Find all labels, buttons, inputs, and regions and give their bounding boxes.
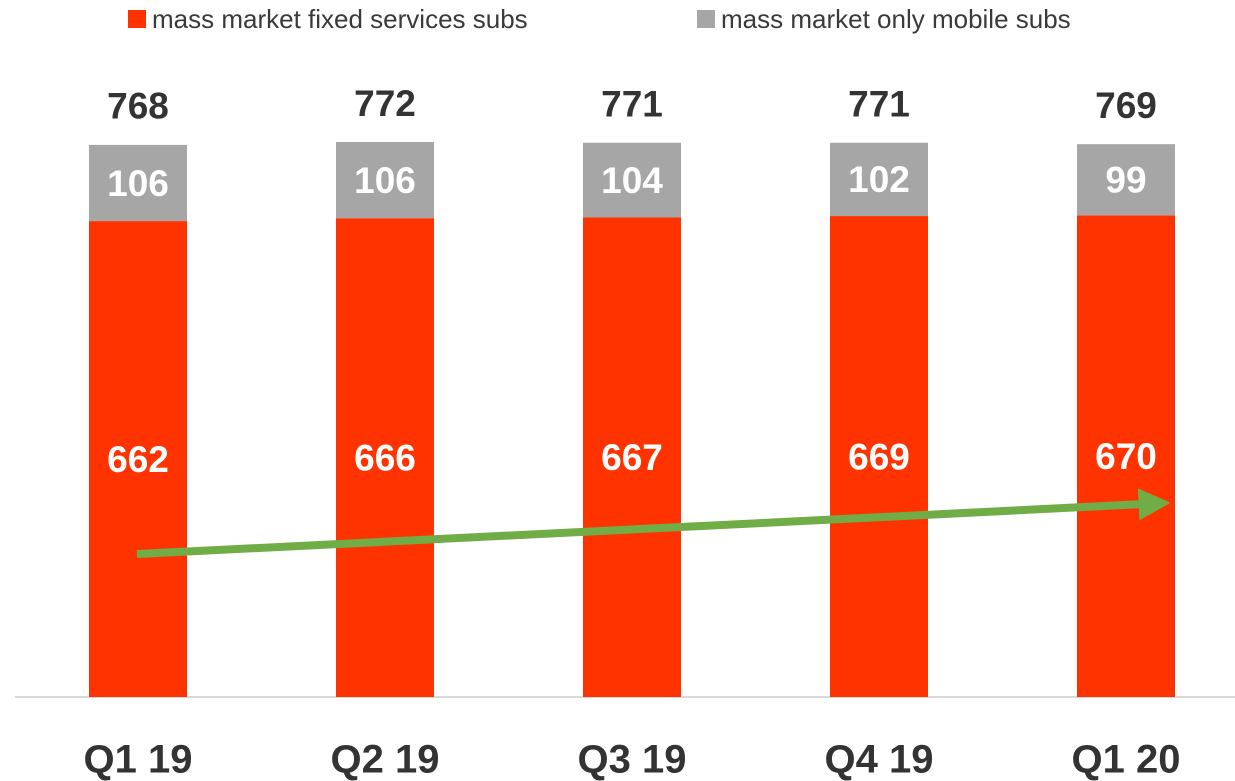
bar-segment [583, 217, 681, 697]
total-label: 768 [107, 86, 169, 127]
value-label: 670 [1095, 436, 1157, 477]
value-label: 666 [354, 437, 416, 478]
value-label: 662 [107, 439, 169, 480]
total-label: 771 [848, 84, 910, 125]
bar-segment [1077, 215, 1175, 697]
x-tick-label: Q1 20 [1072, 738, 1181, 781]
bar-segment [830, 142, 928, 217]
x-tick-label: Q2 19 [331, 738, 440, 781]
total-label: 772 [354, 83, 416, 124]
bar-segment [830, 216, 928, 698]
legend-label: mass market only mobile subs [721, 4, 1071, 34]
total-label: 771 [601, 84, 663, 125]
legend-label: mass market fixed services subs [152, 4, 528, 34]
trend-arrow [136, 488, 1171, 558]
x-tick-label: Q3 19 [578, 738, 687, 781]
value-label: 102 [848, 159, 910, 200]
bar-segment [89, 144, 187, 222]
value-label: 667 [601, 437, 663, 478]
bars [89, 142, 1175, 698]
bar-segment [336, 142, 434, 219]
legend-swatch [128, 10, 146, 28]
total-label: 769 [1095, 85, 1157, 126]
value-label: 106 [354, 160, 416, 201]
value-label: 106 [107, 163, 169, 204]
value-label: 669 [848, 436, 910, 477]
bar-segment [1077, 144, 1175, 216]
x-tick-label: Q4 19 [825, 738, 934, 781]
bar-segment [583, 142, 681, 218]
bar-segment [336, 218, 434, 698]
x-tick-label: Q1 19 [84, 738, 193, 781]
legend-swatch [697, 10, 715, 28]
bar-segment [89, 221, 187, 697]
value-label: 99 [1105, 160, 1146, 201]
value-label: 104 [601, 160, 663, 201]
